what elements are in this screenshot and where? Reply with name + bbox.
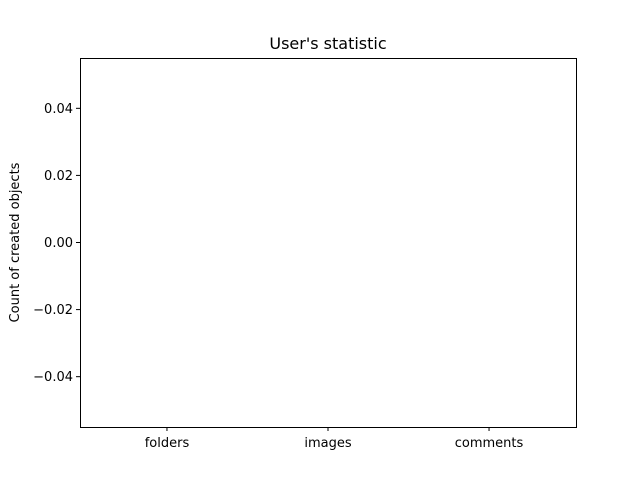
- x-tick-label-comments: comments: [455, 436, 524, 451]
- y-tick-label: 0.00: [44, 236, 73, 251]
- y-tick-label: 0.02: [44, 169, 73, 184]
- plot-area-frame: [80, 58, 577, 428]
- y-tick-label: 0.04: [44, 102, 73, 117]
- chart-title: User's statistic: [269, 34, 386, 53]
- y-ticks: −0.04 −0.02 0.00 0.02 0.04: [33, 102, 80, 385]
- y-tick-label: −0.02: [33, 303, 73, 318]
- y-tick-label: −0.04: [33, 370, 73, 385]
- x-tick-label-folders: folders: [145, 436, 190, 451]
- x-ticks: folders images comments: [145, 427, 524, 451]
- y-axis-label: Count of created objects: [8, 162, 23, 322]
- x-tick-label-images: images: [304, 436, 351, 451]
